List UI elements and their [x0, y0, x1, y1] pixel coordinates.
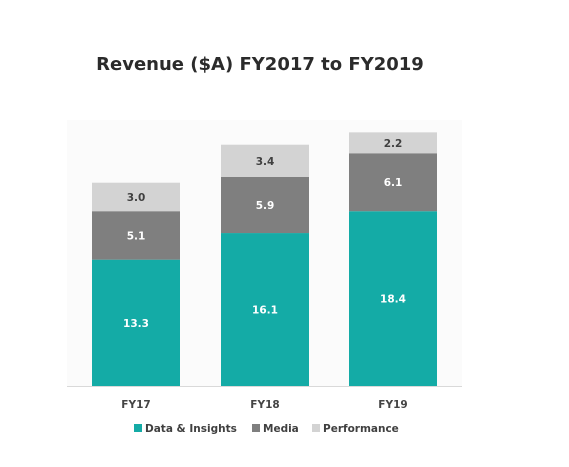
- data-label-performance-fy19: 2.2: [384, 138, 403, 150]
- legend-item-data-and-insights: Data & Insights: [134, 423, 237, 435]
- data-label-performance-fy17: 3.0: [127, 192, 146, 204]
- data-label-performance-fy18: 3.4: [256, 156, 275, 168]
- bar-media-fy17: [92, 211, 180, 260]
- data-label-media-fy19: 6.1: [384, 177, 403, 189]
- chart-title: Revenue ($A) FY2017 to FY2019: [96, 54, 424, 75]
- data-label-data-and-insights-fy18: 16.1: [252, 305, 278, 317]
- legend: Data & Insights Media Performance: [134, 423, 399, 435]
- legend-label-performance: Performance: [323, 423, 399, 435]
- legend-label-data-and-insights: Data & Insights: [145, 423, 237, 435]
- x-tick-label-fy18: FY18: [250, 399, 279, 411]
- bar-performance-fy17: [92, 182, 180, 212]
- bar-data-and-insights-fy19: [349, 211, 437, 386]
- bar-media-fy19: [349, 153, 437, 212]
- x-tick-label-fy17: FY17: [121, 399, 150, 411]
- legend-label-media: Media: [263, 423, 299, 435]
- bar-data-and-insights-fy17: [92, 259, 180, 386]
- bar-group-fy18: 16.1 5.9 3.4: [221, 144, 309, 386]
- bar-media-fy18: [221, 177, 309, 234]
- legend-swatch-media: [252, 424, 260, 432]
- bar-group-fy17: 13.3 5.1 3.0: [92, 182, 180, 386]
- bar-performance-fy19: [349, 132, 437, 154]
- data-label-media-fy17: 5.1: [127, 230, 146, 242]
- bars: 13.3 5.1 3.0 16.1 5.9 3.4 18.4 6.1 2.2: [92, 132, 437, 386]
- legend-swatch-performance: [312, 424, 320, 432]
- legend-item-media: Media: [252, 423, 299, 435]
- bar-data-and-insights-fy18: [221, 233, 309, 386]
- data-label-media-fy18: 5.9: [256, 200, 275, 212]
- bar-performance-fy18: [221, 144, 309, 177]
- data-label-data-and-insights-fy19: 18.4: [380, 294, 406, 306]
- x-tick-label-fy19: FY19: [378, 399, 407, 411]
- x-axis: FY17 FY18 FY19: [121, 399, 407, 411]
- legend-item-performance: Performance: [312, 423, 399, 435]
- legend-swatch-data-and-insights: [134, 424, 142, 432]
- data-label-data-and-insights-fy17: 13.3: [123, 318, 149, 330]
- bar-group-fy19: 18.4 6.1 2.2: [349, 132, 437, 386]
